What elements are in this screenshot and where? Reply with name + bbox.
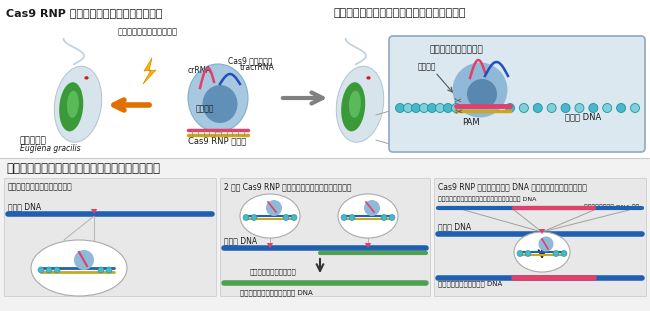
Ellipse shape [54, 66, 102, 142]
Circle shape [603, 104, 612, 113]
Circle shape [411, 104, 421, 113]
Text: ✂: ✂ [454, 95, 462, 105]
Circle shape [46, 267, 52, 273]
Circle shape [517, 250, 523, 257]
Circle shape [561, 104, 570, 113]
Bar [0, 0, 650, 158]
Text: tracrRNA: tracrRNA [240, 63, 275, 72]
Circle shape [341, 215, 347, 220]
Text: ノックインされたゲノム DNA: ノックインされたゲノム DNA [438, 280, 502, 287]
Circle shape [561, 250, 567, 257]
Text: ミドリムシ: ミドリムシ [20, 136, 47, 145]
Circle shape [547, 104, 556, 113]
Ellipse shape [367, 76, 370, 80]
Ellipse shape [266, 200, 282, 216]
Text: 挟まれた配列部分を除去: 挟まれた配列部分を除去 [250, 268, 297, 275]
Text: ゲノム DNA: ゲノム DNA [8, 202, 41, 211]
Text: Cas9 タンパク質: Cas9 タンパク質 [228, 56, 272, 65]
Circle shape [575, 104, 584, 113]
Bar [0, 158, 650, 311]
Ellipse shape [203, 85, 237, 123]
Ellipse shape [538, 236, 554, 252]
Bar [434, 178, 646, 296]
Circle shape [630, 104, 640, 113]
Circle shape [533, 104, 542, 113]
Bar [220, 178, 430, 296]
Text: 標的配列: 標的配列 [418, 62, 437, 71]
Bar [4, 178, 216, 296]
Circle shape [106, 267, 112, 273]
Text: ランダムな欠損・挿入変異導入: ランダムな欠損・挿入変異導入 [8, 182, 73, 191]
Text: ゲノム DNA: ゲノム DNA [224, 236, 257, 245]
Circle shape [381, 215, 387, 220]
Text: 標的配列: 標的配列 [196, 104, 214, 113]
Circle shape [404, 104, 413, 113]
Ellipse shape [364, 200, 380, 216]
Polygon shape [91, 209, 98, 214]
Text: エレクトロポーレーション: エレクトロポーレーション [118, 27, 178, 36]
FancyBboxPatch shape [389, 36, 645, 152]
Ellipse shape [349, 91, 361, 118]
Ellipse shape [84, 76, 88, 80]
Ellipse shape [341, 82, 365, 131]
Text: ✂: ✂ [455, 106, 463, 116]
Text: Cas9 RNP 複合体: Cas9 RNP 複合体 [188, 136, 246, 145]
Circle shape [506, 104, 515, 113]
Circle shape [617, 104, 625, 113]
Text: PAM: PAM [462, 118, 480, 127]
Circle shape [251, 215, 257, 220]
Circle shape [419, 104, 428, 113]
Circle shape [443, 104, 452, 113]
Text: 長い欠損変異が入ったゲノム DNA: 長い欠損変異が入ったゲノム DNA [240, 289, 313, 296]
Polygon shape [365, 243, 371, 248]
Circle shape [428, 104, 437, 113]
Circle shape [436, 104, 445, 113]
Ellipse shape [188, 64, 248, 132]
Text: Euglena gracilis: Euglena gracilis [20, 144, 81, 153]
Ellipse shape [74, 250, 94, 270]
Text: 2 種の Cas9 RNP 複合体を用いた長い欠損変異導入: 2 種の Cas9 RNP 複合体を用いた長い欠損変異導入 [224, 182, 352, 191]
Text: ミドリムシの細胞核内: ミドリムシの細胞核内 [430, 45, 484, 54]
Circle shape [389, 215, 395, 220]
Text: Cas9 RNP 複合体と一本鎖 DNA を用いた高効率ノックイン: Cas9 RNP 複合体と一本鎖 DNA を用いた高効率ノックイン [438, 182, 587, 191]
Circle shape [291, 215, 297, 220]
Text: Cas9 RNP 複合体をミドリムシに直接導入: Cas9 RNP 複合体をミドリムシに直接導入 [6, 8, 162, 18]
Circle shape [395, 104, 404, 113]
Ellipse shape [240, 194, 300, 238]
Ellipse shape [67, 91, 79, 118]
Text: crRNA: crRNA [188, 66, 212, 75]
Circle shape [283, 215, 289, 220]
Ellipse shape [338, 194, 398, 238]
Polygon shape [539, 229, 545, 234]
Ellipse shape [336, 66, 384, 142]
Text: ゲノム DNA: ゲノム DNA [438, 222, 471, 231]
Circle shape [519, 104, 528, 113]
Ellipse shape [59, 82, 83, 131]
Text: ゲノム編集されたミドリムシを高効率に取得: ゲノム編集されたミドリムシを高効率に取得 [334, 8, 467, 18]
Circle shape [553, 250, 559, 257]
Circle shape [525, 250, 531, 257]
Ellipse shape [452, 63, 508, 118]
Polygon shape [143, 58, 156, 84]
Circle shape [589, 104, 598, 113]
Circle shape [98, 267, 104, 273]
Circle shape [349, 215, 355, 220]
Ellipse shape [467, 79, 497, 109]
Circle shape [243, 215, 249, 220]
Text: ゲノム DNA: ゲノム DNA [565, 112, 601, 121]
Polygon shape [266, 243, 273, 248]
Ellipse shape [514, 232, 570, 272]
Circle shape [38, 267, 44, 273]
Circle shape [452, 104, 460, 113]
Text: 相同組換えによる DNA 修復: 相同組換えによる DNA 修復 [584, 204, 640, 210]
Text: 今回ミドリムシにおいて成功したゲノム編集手法: 今回ミドリムシにおいて成功したゲノム編集手法 [6, 162, 160, 175]
Text: 標的箇所近辺の相同配列を付加した一本鎖オリゴ DNA: 標的箇所近辺の相同配列を付加した一本鎖オリゴ DNA [438, 196, 536, 202]
Ellipse shape [31, 240, 127, 296]
Circle shape [54, 267, 60, 273]
